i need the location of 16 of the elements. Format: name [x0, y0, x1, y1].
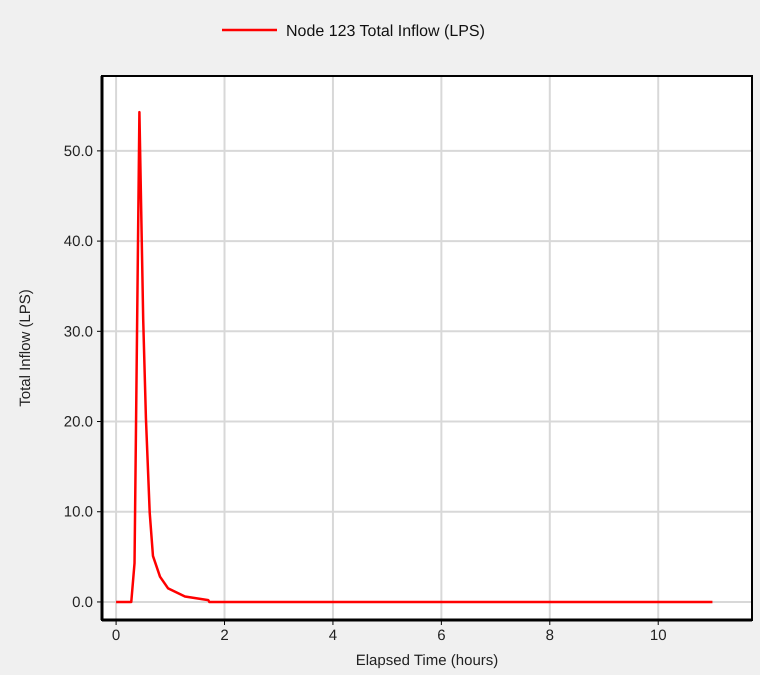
x-axis-title: Elapsed Time (hours) — [356, 652, 498, 669]
y-axis-title: Total Inflow (LPS) — [17, 289, 34, 407]
x-tick-label: 0 — [112, 627, 120, 644]
y-tick-label: 50.0 — [64, 142, 93, 160]
x-tick-label: 8 — [546, 627, 554, 644]
x-tick-label: 4 — [328, 627, 338, 644]
y-tick-label: 10.0 — [64, 504, 93, 521]
x-tick-label: 2 — [220, 627, 229, 644]
line-series — [114, 110, 714, 604]
legend-label: Node 123 Total Inflow (LPS) — [286, 23, 485, 40]
x-tick-label: 10 — [650, 627, 667, 644]
x-tick-label: 6 — [437, 627, 446, 644]
y-tick-label: 0.0 — [72, 594, 93, 611]
y-tick-label: 30.0 — [64, 323, 93, 340]
y-tick-label: 20.0 — [64, 414, 93, 431]
y-tick-label: 40.0 — [64, 233, 93, 250]
